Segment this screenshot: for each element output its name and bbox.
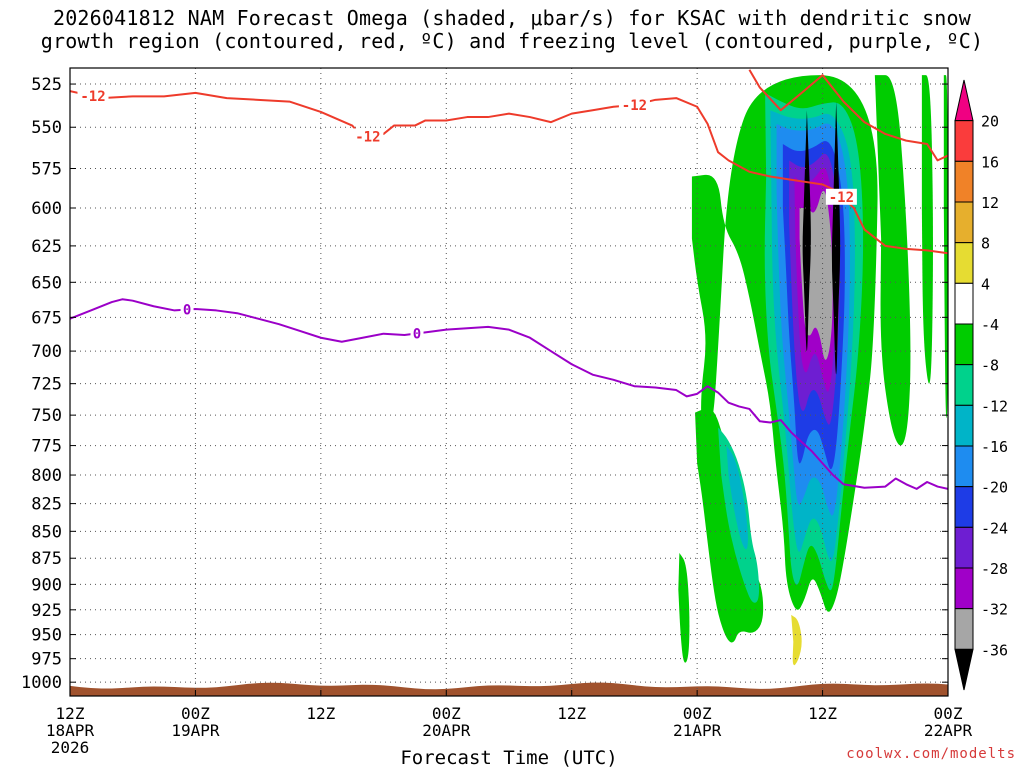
terrain-strip [70,682,948,696]
colorbar-segment-m8_m4 [954,323,974,366]
contour-label-bg-r3 [618,97,650,114]
axes: 525 550 575 600 625 650 675 700 725 750 775 800 825 8… [21,67,973,768]
x-tick-label-48-0: 12Z [557,704,586,723]
x-tick-label-0-2: 2026 [51,738,90,757]
y-tick-label-625: 625 [31,237,62,257]
y-tick-label-750: 750 [31,406,62,426]
colorbar-label-0: 20 [981,113,999,131]
colorbar-label-5: -4 [981,316,999,334]
chart-title-line2: growth region (contoured, red, ºC) and f… [40,29,984,53]
contour-label-bg-r1 [77,88,109,105]
x-axis-label: Forecast Time (UTC) [400,747,617,768]
colorbar-label-6: -8 [981,357,999,375]
contour-3 [70,298,948,490]
x-tick-label-60-1: 21APR [673,721,722,740]
x-tick-label-12-1: 19APR [171,721,220,740]
colorbar-segment-12_16 [954,160,974,203]
colorbar-label-3: 8 [981,235,990,253]
y-tick-label-725: 725 [31,375,62,395]
colorbar-segment-8_12 [954,201,974,244]
contour-label-r3: -12 [622,98,647,114]
x-tick-label-72-0: 12Z [808,704,837,723]
x-tick-label-60-0: 00Z [683,704,712,723]
y-tick-label-875: 875 [31,549,62,569]
colorbar-label-2: 12 [981,194,999,212]
colorbar-segment-m20_m16 [954,445,974,488]
colorbar-segment-m16_m12 [954,404,974,447]
omega-region-m8-m4-far [921,75,933,384]
colorbar-label-13: -36 [981,641,1008,659]
y-tick-label-825: 825 [31,495,62,515]
colorbar-label-12: -32 [981,601,1008,619]
plot-frame [69,67,949,697]
y-tick-label-700: 700 [31,342,62,362]
omega-region-edge [943,75,948,419]
contour-label-bg-r2 [352,128,384,145]
colorbar-segment-lt_m36 [954,648,974,691]
y-tick-label-1000: 1000 [21,673,62,693]
omega-region-m8-m4-east [874,75,911,446]
colorbar-segment-m24_m20 [954,486,974,528]
y-tick-label-775: 775 [31,437,62,457]
x-tick-label-0-0: 12Z [56,704,85,723]
colorbar-segment-m4_4 [954,282,974,325]
x-tick-label-12-0: 00Z [181,704,210,723]
chart-title-line1: 2026041812 NAM Forecast Omega (shaded, μ… [52,6,972,30]
contour-label-bg-p2 [410,325,424,342]
omega-shading [70,75,948,696]
colorbar-label-4: 4 [981,275,990,293]
y-tick-label-950: 950 [31,626,62,646]
colorbar: 20 16 12 8 4 -4 -8 -12 -16 -20 -24 -28 -32 -36 [954,79,1008,691]
y-tick-label-600: 600 [31,199,62,219]
colorbar-label-9: -20 [981,479,1008,497]
contour-label-r1: -12 [80,89,105,105]
contour-label-bg-r4 [825,188,857,205]
colorbar-label-8: -16 [981,438,1008,456]
x-tick-label-84-0: 00Z [934,704,963,723]
x-tick-label-36-1: 20APR [422,721,471,740]
x-tick-label-84-1: 22APR [924,721,973,740]
omega-region-m16-m12-low [726,445,748,550]
y-tick-label-850: 850 [31,522,62,542]
omega-core-2 [831,101,841,375]
colorbar-segment-m28_m24 [954,526,974,569]
y-tick-label-925: 925 [31,601,62,621]
omega-positive-region [791,614,802,666]
colorbar-label-7: -12 [981,397,1008,415]
contour-1 [70,90,948,255]
y-tick-label-550: 550 [31,118,62,138]
colorbar-segment-4_8 [954,242,974,284]
contour-label-p2: 0 [413,326,421,342]
colorbar-label-10: -24 [981,519,1008,537]
x-tick-label-24-0: 12Z [306,704,335,723]
x-tick-label-0-1: 18APR [46,721,95,740]
colorbar-label-1: 16 [981,153,999,171]
x-tick-label-36-0: 00Z [432,704,461,723]
y-tick-label-675: 675 [31,308,62,328]
credit-text[interactable]: coolwx.com/modelts [846,746,1016,762]
contour-label-bg-p1 [180,301,194,318]
contour-label-p1: 0 [183,303,191,319]
colorbar-segment-m36_m32 [954,608,974,650]
y-tick-label-975: 975 [31,650,62,670]
y-tick-label-650: 650 [31,273,62,293]
contour-lines: -12 -12 -12 -12 0 0 [70,69,948,490]
colorbar-segment-16_20 [954,120,974,162]
contour-label-r4: -12 [829,190,854,206]
colorbar-segment-m32_m28 [954,567,974,610]
omega-core-1 [802,110,811,352]
y-tick-label-900: 900 [31,575,62,595]
omega-region-m8-m4-small [678,552,690,663]
colorbar-segment-m12_m8 [954,364,974,406]
colorbar-segment-gt_20 [954,79,974,122]
colorbar-label-11: -28 [981,560,1008,578]
y-tick-label-575: 575 [31,159,62,179]
y-tick-label-800: 800 [31,466,62,486]
y-tick-label-525: 525 [31,75,62,95]
contour-label-r2: -12 [355,129,380,145]
contour-2 [748,69,948,162]
